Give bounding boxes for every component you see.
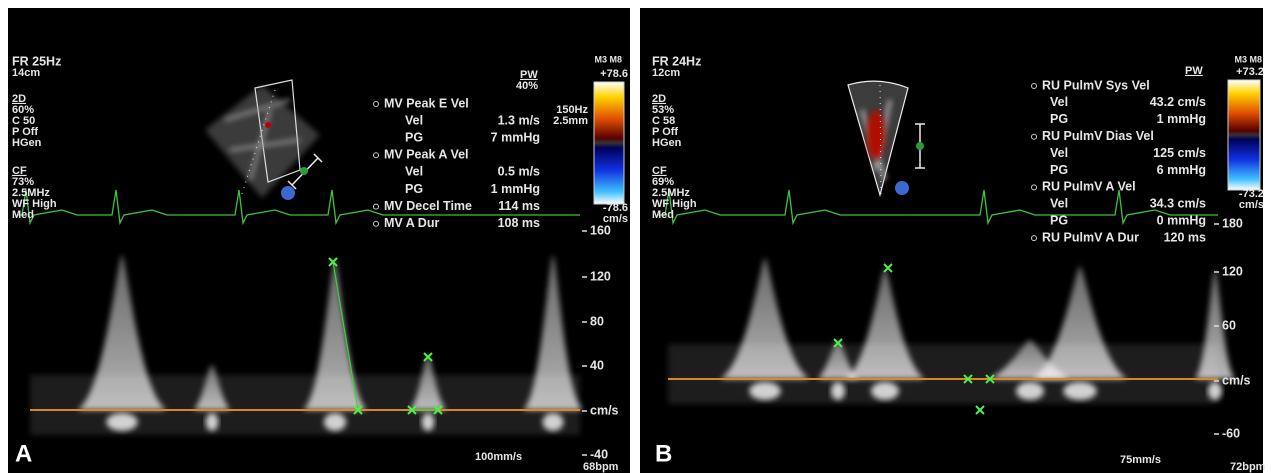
measurement-name: MV Peak A Vel bbox=[384, 148, 469, 162]
measurement-value: 1 mmHg bbox=[491, 182, 540, 196]
measurement-label: Vel bbox=[1050, 95, 1068, 109]
scale-label: 180 bbox=[1222, 216, 1243, 230]
doppler-reverse bbox=[1063, 382, 1097, 400]
scale-label: 40 bbox=[590, 358, 604, 372]
measurement-value: 1 mmHg bbox=[1157, 112, 1206, 126]
scale-label: -40 bbox=[590, 447, 608, 461]
color-max: +73.2 bbox=[1236, 66, 1264, 78]
scale-label: 120 bbox=[1222, 264, 1243, 278]
pw-title: PW bbox=[1185, 65, 1203, 77]
scale-unit: cm/s bbox=[1222, 373, 1251, 387]
measurement-label: PG bbox=[405, 182, 423, 196]
doppler-reverse bbox=[1208, 382, 1222, 400]
doppler-reverse bbox=[106, 413, 138, 431]
scale-label: 80 bbox=[590, 314, 604, 328]
panel-label: B bbox=[655, 440, 672, 467]
measurement-value: 43.2 cm/s bbox=[1150, 95, 1206, 109]
doppler-reverse bbox=[831, 382, 845, 400]
doppler-reverse bbox=[206, 413, 219, 431]
measurement-value: 7 mmHg bbox=[491, 130, 540, 144]
heart-rate: 68bpm bbox=[583, 461, 619, 473]
screenshot: FR 25Hz14cm2D60%C 50P OffHGenCF73%2.5MHz… bbox=[0, 0, 1271, 473]
doppler-reverse bbox=[749, 382, 781, 400]
measurement-value: 108 ms bbox=[498, 216, 540, 230]
doppler-reverse bbox=[422, 413, 435, 431]
heart-rate: 72bpm bbox=[1230, 461, 1266, 473]
pw-value: 40% bbox=[516, 80, 538, 92]
measurement-label: Vel bbox=[405, 113, 423, 127]
color-max: +78.6 bbox=[600, 68, 628, 80]
measurement-value: 34.3 cm/s bbox=[1150, 197, 1206, 211]
measurement-name: MV A Dur bbox=[384, 216, 439, 230]
measurement-label: PG bbox=[1050, 112, 1068, 126]
scale-label: -60 bbox=[1222, 426, 1240, 440]
measurement-value: 0 mmHg bbox=[1157, 213, 1206, 227]
color-bar bbox=[1228, 80, 1260, 190]
measurement-name: RU PulmV Dias Vel bbox=[1042, 129, 1154, 143]
doppler-reverse bbox=[543, 413, 564, 431]
measurement-name: RU PulmV Sys Vel bbox=[1042, 78, 1150, 92]
panel-label: A bbox=[15, 440, 32, 467]
measurement-label: Vel bbox=[1050, 146, 1068, 160]
depth: 14cm bbox=[12, 67, 40, 79]
measurement-name: MV Decel Time bbox=[384, 199, 472, 213]
measurement-name: RU PulmV A Dur bbox=[1042, 230, 1139, 244]
setting-value: Med bbox=[652, 209, 674, 221]
setting-value: HGen bbox=[12, 137, 42, 149]
scale-label: 60 bbox=[1222, 318, 1236, 332]
doppler-reverse bbox=[324, 413, 346, 431]
measurement-value: 6 mmHg bbox=[1157, 163, 1206, 177]
measurement-value: 114 ms bbox=[498, 199, 540, 213]
measurement-name: MV Peak E Vel bbox=[384, 96, 469, 110]
doppler-reverse bbox=[1016, 382, 1044, 400]
depth: 12cm bbox=[652, 67, 680, 79]
measurement-label: Vel bbox=[405, 165, 423, 179]
scale-unit: cm/s bbox=[590, 403, 619, 417]
color-bar bbox=[594, 82, 624, 204]
pw-value: 2.5mm bbox=[553, 115, 588, 127]
scale-label: 160 bbox=[590, 223, 611, 237]
probe: M3 M8 bbox=[594, 54, 622, 64]
probe: M3 M8 bbox=[1234, 54, 1262, 64]
measurement-value: 120 ms bbox=[1164, 230, 1206, 244]
measurement-label: PG bbox=[1050, 163, 1068, 177]
measurement-value: 125 cm/s bbox=[1153, 146, 1206, 160]
sweep-speed: 100mm/s bbox=[475, 451, 522, 463]
measurement-name: RU PulmV A Vel bbox=[1042, 180, 1136, 194]
measurement-value: 1.3 m/s bbox=[498, 113, 540, 127]
doppler-reverse bbox=[871, 382, 899, 400]
measurement-label: Vel bbox=[1050, 197, 1068, 211]
scale-label: 120 bbox=[590, 269, 611, 283]
setting-value: Med bbox=[12, 209, 34, 221]
measurement-value: 0.5 m/s bbox=[498, 165, 540, 179]
measurement-label: PG bbox=[405, 130, 423, 144]
setting-value: HGen bbox=[652, 137, 682, 149]
sweep-speed: 75mm/s bbox=[1120, 454, 1161, 466]
color-unit: cm/s bbox=[1239, 199, 1264, 211]
measurement-label: PG bbox=[1050, 213, 1068, 227]
